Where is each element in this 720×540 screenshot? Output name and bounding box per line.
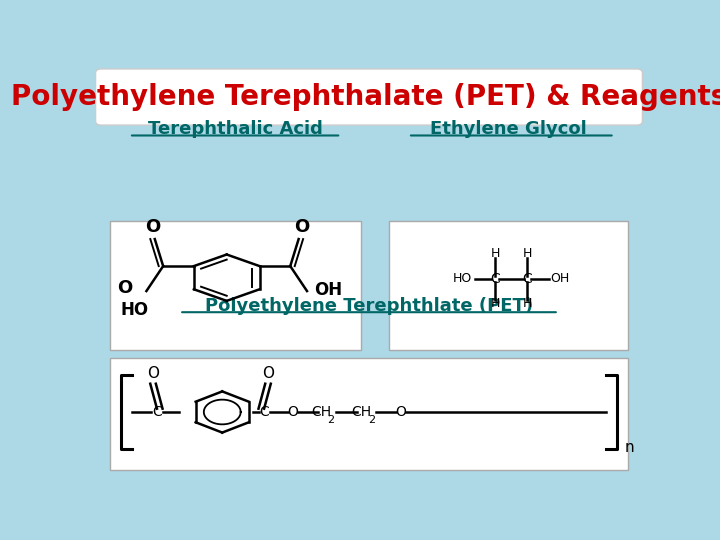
Text: Polyethylene Terephthlate (PET): Polyethylene Terephthlate (PET) (205, 297, 533, 315)
FancyBboxPatch shape (389, 221, 629, 349)
Text: 2: 2 (328, 415, 335, 426)
Text: CH: CH (351, 405, 372, 419)
Text: OH: OH (314, 281, 342, 299)
Text: HO: HO (120, 301, 148, 319)
Text: C: C (523, 272, 532, 286)
Text: Terephthalic Acid: Terephthalic Acid (148, 120, 323, 138)
Text: H: H (523, 298, 532, 310)
Text: Polyethylene Terephthalate (PET) & Reagents: Polyethylene Terephthalate (PET) & Reage… (11, 83, 720, 111)
FancyBboxPatch shape (109, 221, 361, 349)
Text: O: O (395, 405, 405, 419)
Text: CH: CH (312, 405, 332, 419)
Text: O: O (262, 366, 274, 381)
Text: C: C (259, 405, 269, 419)
Text: O: O (147, 366, 159, 381)
Text: 2: 2 (368, 415, 375, 426)
Text: n: n (624, 440, 634, 455)
Text: O: O (117, 279, 133, 296)
Text: C: C (152, 405, 162, 419)
Text: Ethylene Glycol: Ethylene Glycol (430, 120, 587, 138)
Text: O: O (145, 218, 161, 235)
Text: HO: HO (453, 273, 472, 286)
Text: O: O (287, 405, 298, 419)
FancyBboxPatch shape (96, 69, 642, 125)
Text: C: C (490, 272, 500, 286)
Text: H: H (523, 247, 532, 260)
Text: OH: OH (550, 273, 570, 286)
Text: H: H (490, 298, 500, 310)
Text: H: H (490, 247, 500, 260)
FancyBboxPatch shape (109, 358, 629, 470)
Text: O: O (294, 218, 309, 235)
